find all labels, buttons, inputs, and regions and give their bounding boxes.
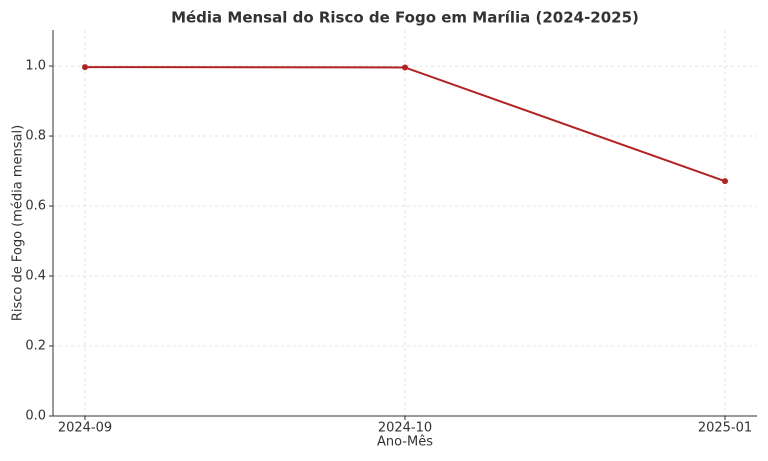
- y-tick-label: 0.6: [25, 199, 46, 214]
- x-tick-label: 2024-09: [58, 421, 112, 436]
- y-tick-label: 1.0: [25, 59, 46, 74]
- y-tick-label: 0.0: [25, 409, 46, 424]
- y-tick-label: 0.4: [25, 269, 46, 284]
- y-axis-label: Risco de Fogo (média mensal): [11, 125, 26, 321]
- point: [402, 64, 408, 71]
- point: [82, 64, 88, 71]
- y-tick-label: 0.2: [25, 339, 46, 354]
- chart-title: Média Mensal do Risco de Fogo em Marília…: [171, 9, 639, 27]
- x-tick-label: 2024-10: [378, 421, 432, 436]
- x-tick-label: 2025-01: [698, 421, 752, 436]
- point: [722, 178, 728, 185]
- x-axis-label: Ano-Mês: [377, 435, 433, 450]
- y-tick-label: 0.8: [25, 129, 46, 144]
